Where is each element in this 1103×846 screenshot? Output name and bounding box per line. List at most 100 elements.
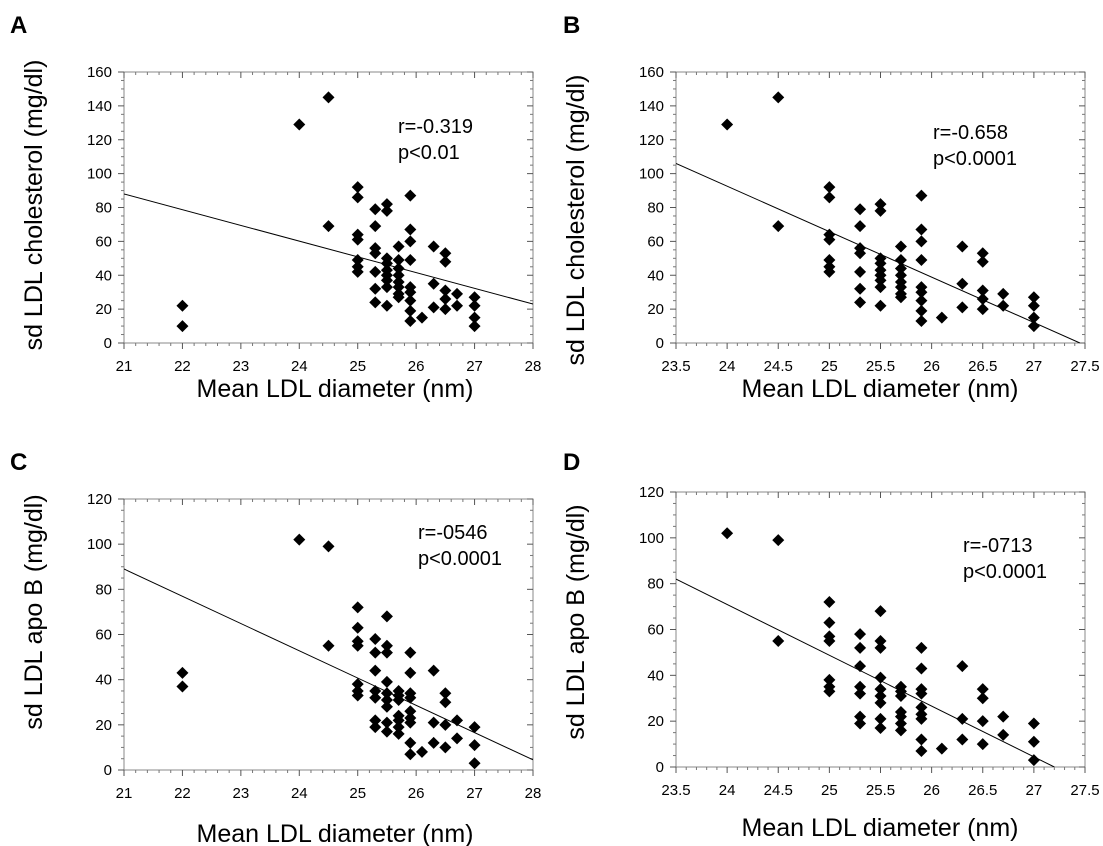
data-point [404,691,417,704]
x-tick-label: 24 [719,782,736,799]
y-tick-label: 20 [647,713,664,730]
data-point [915,235,928,248]
y-tick-label: 0 [104,762,112,779]
data-point [380,198,393,211]
data-point [894,269,907,282]
x-tick-label: 24 [291,785,308,802]
data-point [874,198,887,211]
data-point [874,281,887,294]
data-point [369,646,382,659]
x-tick-label: 21 [116,785,133,802]
x-tick-label: 28 [525,358,542,375]
data-point [439,687,452,700]
data-point [427,736,440,749]
data-point [468,721,481,734]
data-point [404,666,417,679]
data-point [894,724,907,737]
data-point [874,671,887,684]
y-tick-label: 140 [87,98,112,115]
y-tick-label: 40 [95,267,112,284]
data-point [854,687,867,700]
data-point [823,596,836,608]
data-point [380,257,393,270]
data-point [894,281,907,294]
data-point [369,296,382,309]
data-point [439,303,452,316]
data-point [721,118,734,131]
y-tick-label: 80 [95,200,112,217]
y-tick-label: 100 [639,166,664,183]
y-tick-label: 120 [87,491,112,508]
data-point [351,621,364,634]
data-point [874,257,887,270]
data-point [823,254,836,267]
x-tick-label: 23.5 [661,782,690,799]
data-point [369,265,382,278]
data-point [915,223,928,236]
data-point [823,191,836,204]
x-tick-label: 23.5 [661,358,690,375]
data-point [369,714,382,727]
data-point [956,733,969,746]
data-point [369,633,382,646]
x-tick-label: 26.5 [968,782,997,799]
regression-line [676,578,1055,767]
y-tick-label: 60 [647,233,664,250]
y-tick-label: 60 [647,622,664,639]
stat-annotation: p<0.0001 [933,148,1017,170]
data-point [322,91,335,104]
data-point [369,691,382,704]
data-point [404,189,417,202]
x-axis-label: Mean LDL diameter (nm) [197,375,474,403]
data-point [380,700,393,713]
data-point [1027,320,1040,333]
y-tick-label: 140 [639,98,664,115]
panel-letter: C [10,449,27,476]
data-point [380,675,393,688]
data-point [854,282,867,295]
data-point [894,254,907,267]
data-point [322,540,335,553]
data-point [915,254,928,267]
y-tick-label: 20 [95,301,112,318]
data-point [935,742,948,755]
x-tick-label: 25.5 [866,358,895,375]
data-point [823,673,836,686]
y-tick-label: 0 [656,335,664,352]
data-point [176,666,189,679]
data-point [854,717,867,730]
y-tick-label: 160 [87,64,112,81]
data-point [369,220,382,233]
data-point [439,255,452,268]
data-point [976,715,989,728]
y-axis-label: sd LDL apo B (mg/dl) [20,494,48,729]
y-tick-label: 20 [95,717,112,734]
data-point [392,281,405,294]
data-point [468,291,481,304]
data-point [854,710,867,723]
data-point [823,265,836,278]
data-point [976,692,989,705]
data-point [439,292,452,305]
data-point [404,748,417,761]
data-point [404,235,417,248]
y-tick-label: 40 [95,672,112,689]
data-point [874,696,887,709]
data-point [1027,717,1040,730]
data-point [915,662,928,675]
data-point [894,710,907,723]
data-point [823,233,836,246]
data-point [894,262,907,275]
data-point [351,265,364,278]
x-axis-label: Mean LDL diameter (nm) [742,375,1019,403]
x-tick-label: 24.5 [764,358,793,375]
x-tick-label: 28 [525,785,542,802]
data-point [915,286,928,299]
data-point [392,721,405,734]
data-point [176,299,189,312]
y-tick-label: 40 [647,267,664,284]
x-tick-label: 27 [466,785,483,802]
data-point [322,639,335,652]
data-point [874,605,887,618]
stat-annotation: r=-0.658 [933,122,1008,144]
